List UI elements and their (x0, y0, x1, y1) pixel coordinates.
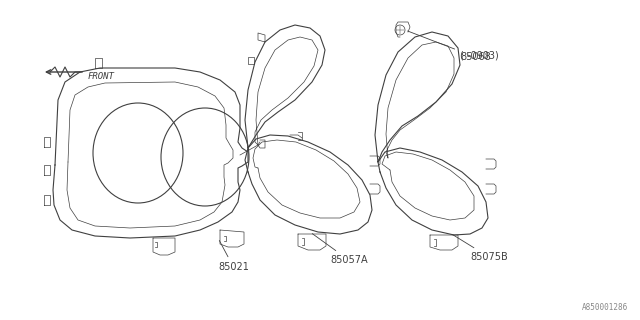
Text: 85068: 85068 (408, 31, 491, 62)
Text: 85057A: 85057A (312, 234, 367, 265)
Text: FRONT: FRONT (88, 71, 115, 81)
Text: A850001286: A850001286 (582, 303, 628, 312)
Text: 85075B: 85075B (452, 235, 508, 262)
Text: 85021: 85021 (218, 240, 249, 272)
Text: ( -0903): ( -0903) (460, 50, 499, 60)
